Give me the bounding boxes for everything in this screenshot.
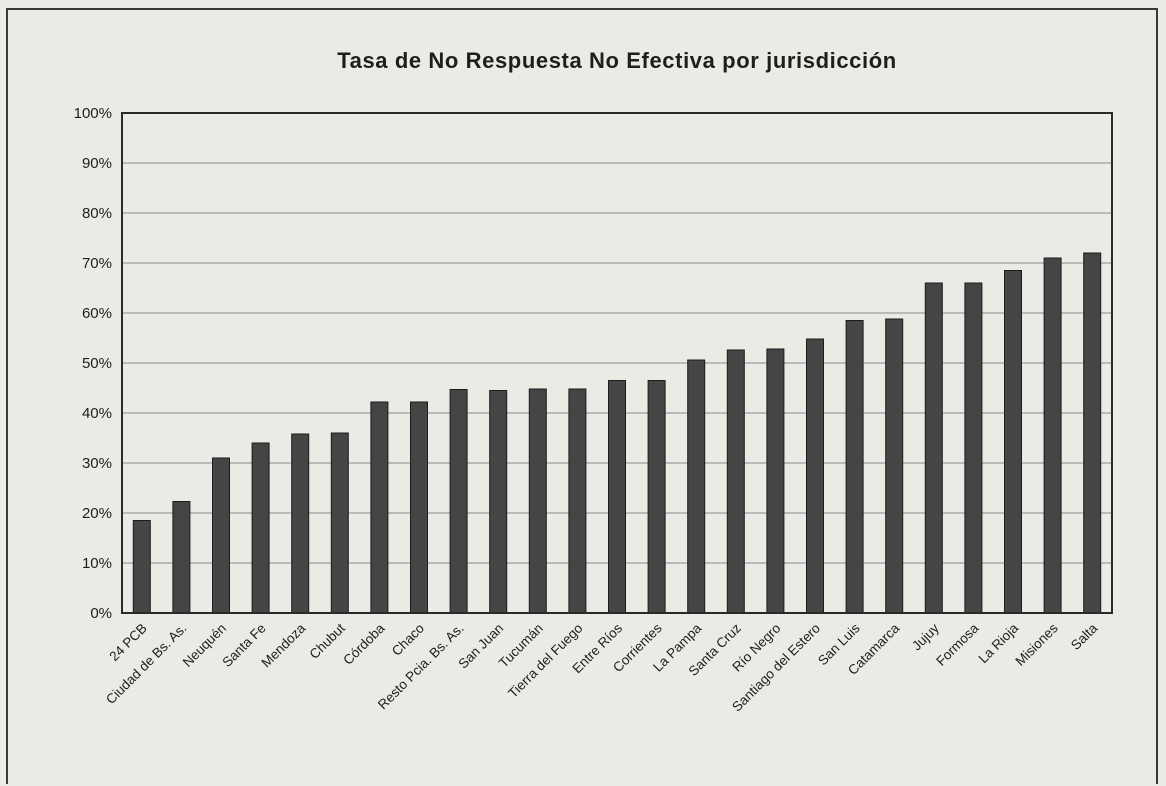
y-tick-label: 30% <box>82 455 112 472</box>
x-tick-label: Salta <box>1068 620 1101 653</box>
y-tick-label: 20% <box>82 505 112 522</box>
chart-frame: Tasa de No Respuesta No Efectiva por jur… <box>6 8 1158 784</box>
x-tick-label: Mendoza <box>258 620 308 670</box>
bar <box>172 501 191 614</box>
bar <box>806 338 824 614</box>
x-tick-label: Formosa <box>933 620 982 669</box>
bar <box>489 390 508 614</box>
y-tick-label: 90% <box>82 155 112 172</box>
bar <box>212 457 230 614</box>
bar <box>291 433 310 614</box>
bar <box>568 388 587 614</box>
y-tick-label: 50% <box>82 355 112 372</box>
x-tick-label: Misiones <box>1012 620 1060 668</box>
bar-chart: Tasa de No Respuesta No Efectiva por jur… <box>74 48 1113 714</box>
bar <box>885 318 904 614</box>
bar <box>330 432 349 614</box>
x-tick-label: Córdoba <box>340 620 388 668</box>
bar <box>449 389 468 614</box>
gridlines <box>122 162 1112 564</box>
bar <box>845 320 864 614</box>
bar <box>251 442 270 614</box>
plot-area-border <box>121 112 1113 614</box>
bar <box>687 359 706 614</box>
bar <box>924 282 943 614</box>
bar <box>726 349 745 614</box>
y-tick-label: 0% <box>90 605 112 622</box>
bar <box>132 520 151 614</box>
y-tick-label: 70% <box>82 255 112 272</box>
bar <box>647 380 666 614</box>
y-tick-label: 10% <box>82 555 112 572</box>
y-tick-label: 80% <box>82 205 112 222</box>
y-tick-label: 100% <box>74 105 112 122</box>
y-tick-label: 40% <box>82 405 112 422</box>
bar <box>1004 270 1022 614</box>
bar <box>964 282 983 614</box>
bar <box>766 348 785 614</box>
chart-title: Tasa de No Respuesta No Efectiva por jur… <box>337 48 897 73</box>
y-tick-label: 60% <box>82 305 112 322</box>
bar <box>1083 252 1102 614</box>
bar <box>1043 257 1062 614</box>
bars <box>132 252 1102 614</box>
bar <box>370 401 389 614</box>
x-tick-label: Chaco <box>389 621 427 659</box>
bar <box>410 401 428 614</box>
bar <box>608 380 626 614</box>
bar <box>528 388 547 614</box>
y-axis-ticks: 0% 10% 20% 30% 40% 50% 60% 70% 80% 90% 100% <box>74 105 112 622</box>
x-tick-label: Jujuy <box>909 620 942 653</box>
